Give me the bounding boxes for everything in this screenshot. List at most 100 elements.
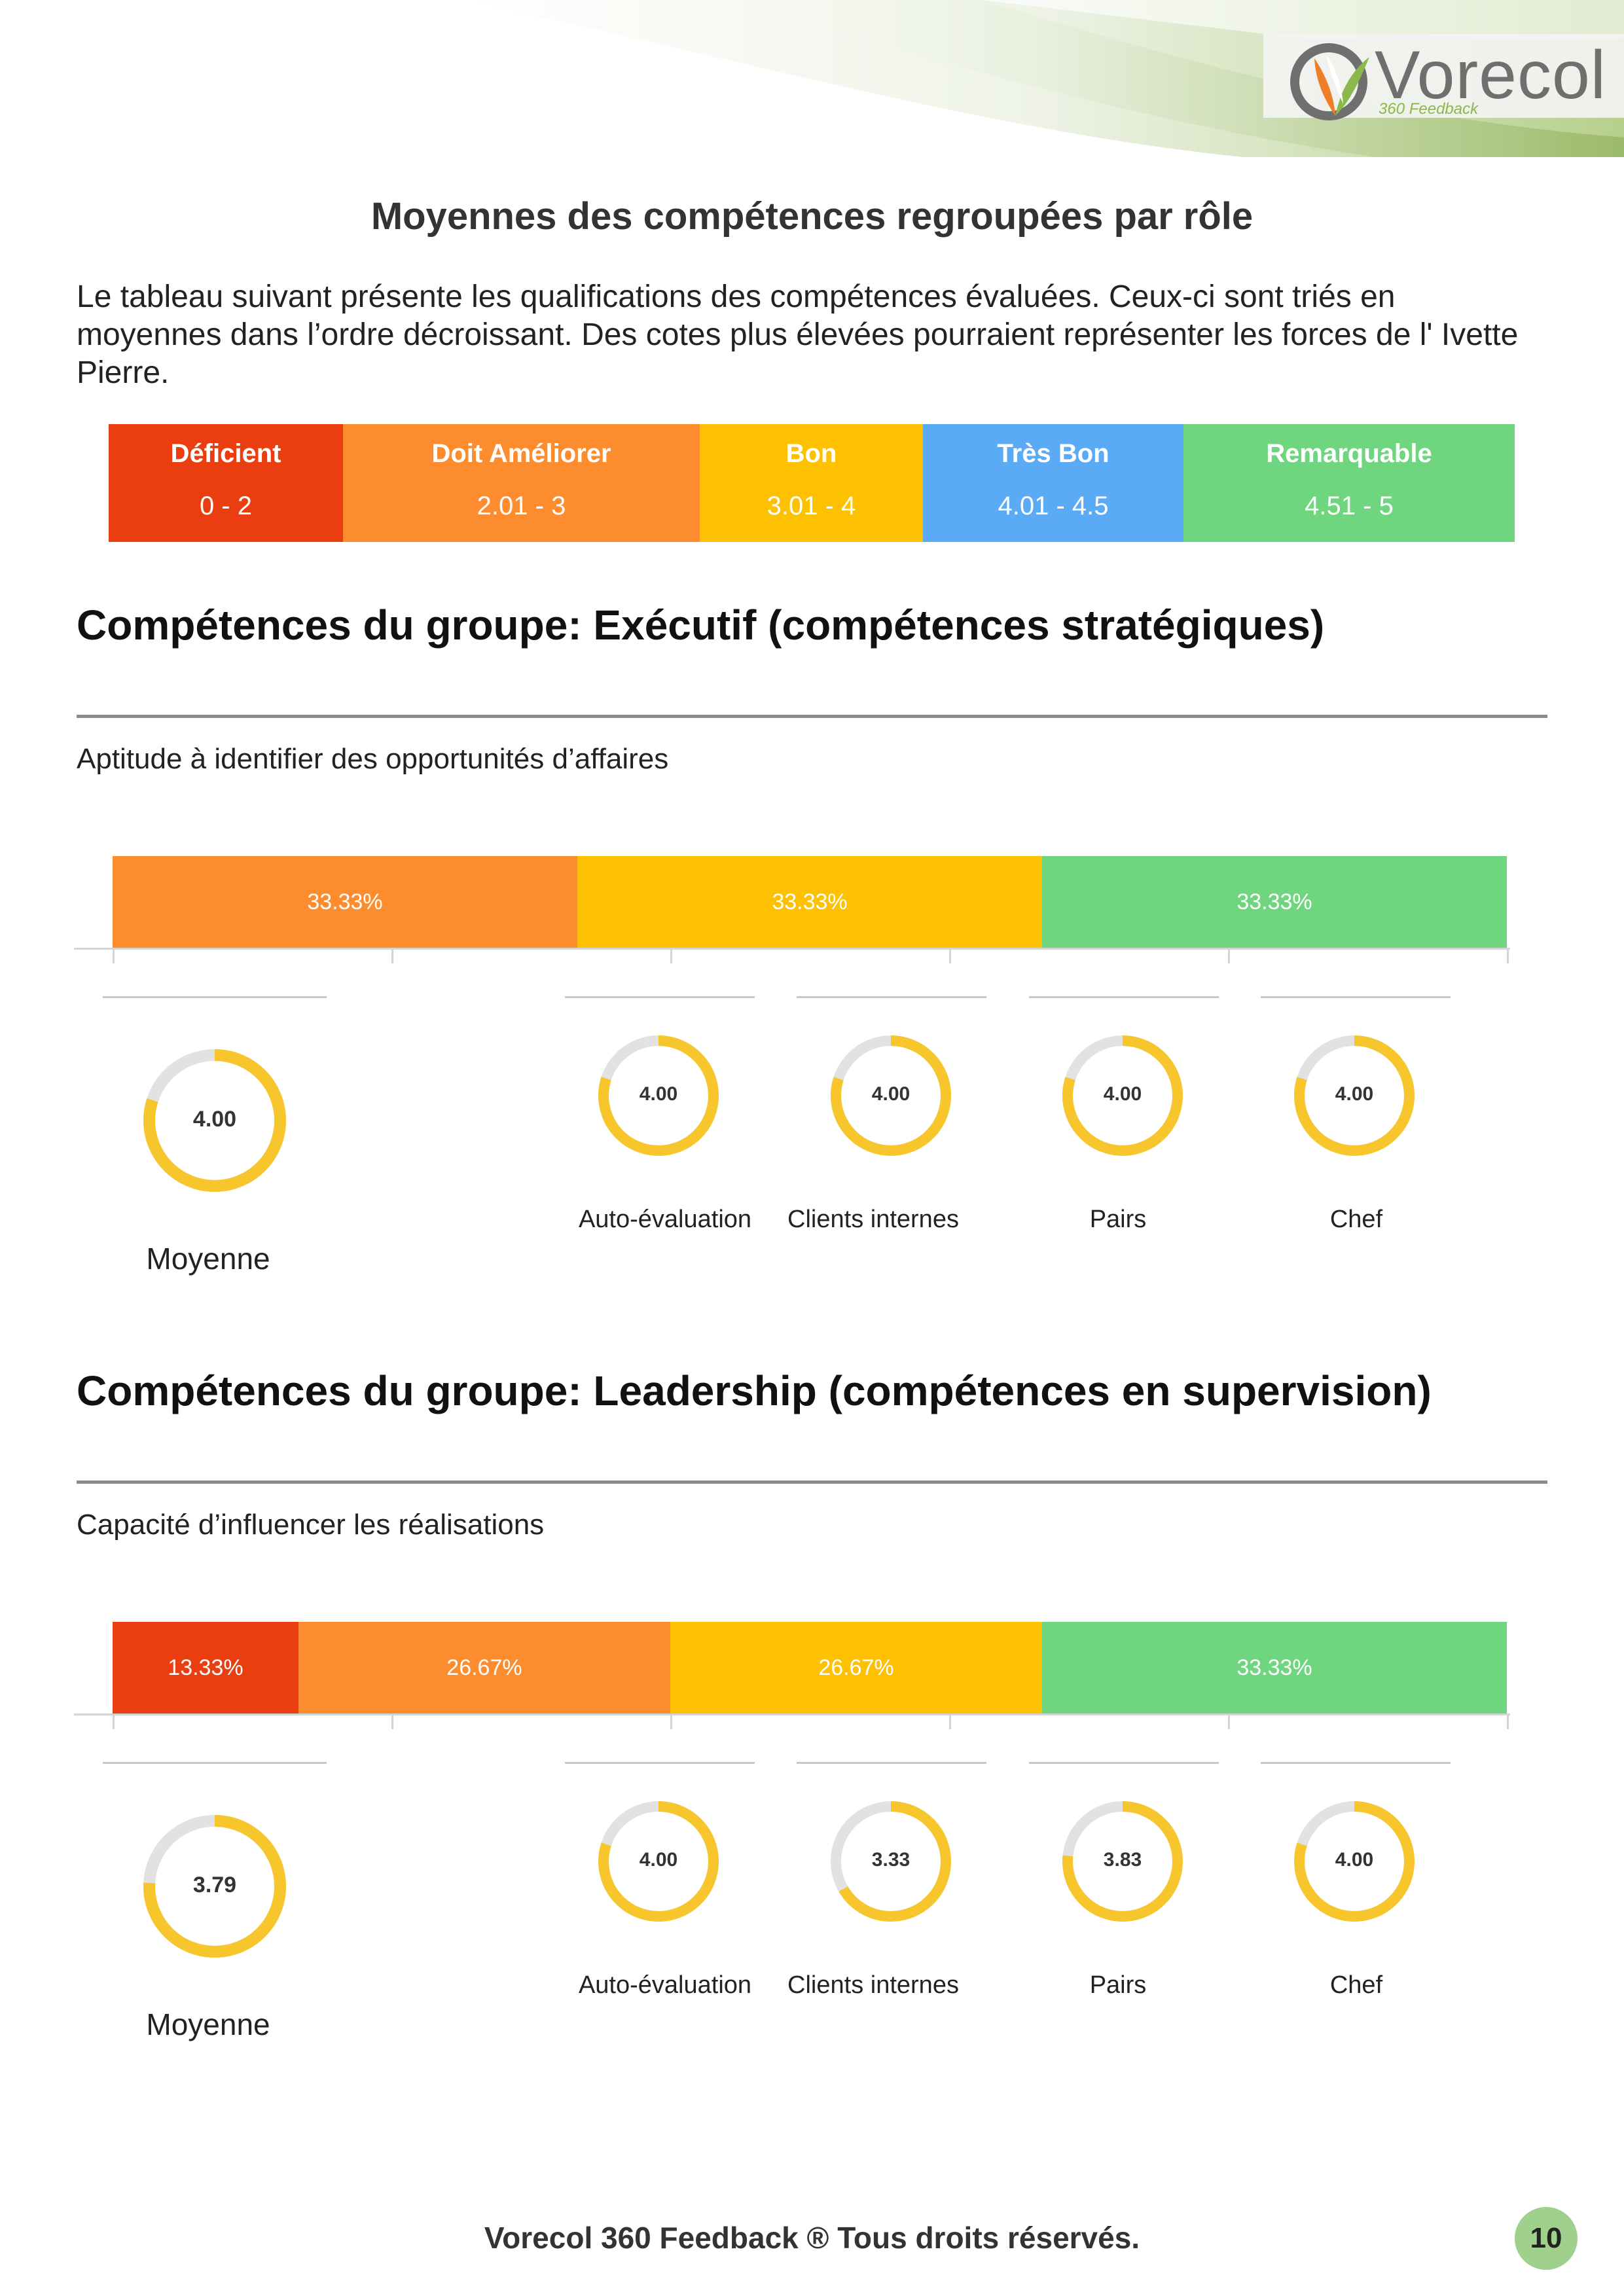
distribution-segment: 33.33%: [1042, 1622, 1507, 1713]
legend-cell: Très Bon 4.01 - 4.5: [923, 424, 1183, 542]
donut-value: 4.00: [1335, 1083, 1374, 1105]
distribution-segment: 33.33%: [577, 856, 1042, 948]
rater-label: Clients internes: [787, 1206, 959, 1233]
legend-score-range: 4.51 - 5: [1305, 492, 1394, 520]
legend-score-range: 0 - 2: [199, 492, 253, 520]
rater-label: Pairs: [1089, 1206, 1147, 1233]
donut-score-arc: [831, 1801, 951, 1922]
donut-value: 3.83: [1103, 1849, 1142, 1871]
donut-score-arc: [598, 1035, 719, 1156]
axis-tick: [1228, 949, 1230, 963]
rater-divider: [1029, 1762, 1219, 1764]
intro-paragraph: Le tableau suivant présente les qualific…: [77, 279, 1519, 390]
score-donut: 3.79: [137, 1809, 292, 1964]
score-legend-table: Déficient 0 - 2 Doit Améliorer 2.01 - 3 Bon 3…: [109, 424, 1515, 542]
legend-cell: Doit Améliorer 2.01 - 3: [343, 424, 700, 542]
rater-label: Auto-évaluation: [578, 1206, 752, 1233]
axis-tick: [113, 1715, 115, 1729]
axis-tick: [1228, 1715, 1230, 1729]
axis-tick: [1507, 1715, 1509, 1729]
donut-score-arc: [831, 1035, 951, 1156]
donut-ring: [598, 1801, 719, 1922]
donut-score-arc: [1294, 1035, 1415, 1156]
distribution-segment: 13.33%: [113, 1622, 298, 1713]
distribution-bar: 13.33% 26.67% 26.67% 33.33%: [113, 1622, 1507, 1713]
score-donut: 4.00: [593, 1796, 724, 1927]
donut-score-arc: [598, 1801, 719, 1922]
distribution-segment: 33.33%: [113, 856, 577, 948]
group-title-executif: Compétences du groupe: Exécutif (compéte…: [77, 601, 1325, 649]
page-number: 10: [1515, 2207, 1578, 2270]
legend-cell: Remarquable 4.51 - 5: [1183, 424, 1515, 542]
logo-subtitle: 360 Feedback: [1379, 100, 1479, 118]
rater-divider: [103, 1762, 327, 1764]
donut-value: 4.00: [1103, 1083, 1142, 1105]
rater-label: Chef: [1329, 1971, 1383, 1999]
axis-tick: [670, 949, 672, 963]
donut-value: 4.00: [192, 1106, 237, 1132]
legend-score-range: 4.01 - 4.5: [998, 492, 1109, 520]
legend-category-name: Doit Améliorer: [431, 439, 611, 468]
vorecol-logo: Vorecol 360 Feedback: [1288, 36, 1609, 128]
competency-name: Capacité d’influencer les réalisations: [77, 1509, 545, 1541]
legend-category-name: Déficient: [170, 439, 281, 468]
axis-tick: [391, 1715, 393, 1729]
distribution-segment: 26.67%: [298, 1622, 670, 1713]
average-label: Moyenne: [146, 1242, 270, 1276]
rater-label: Pairs: [1089, 1971, 1147, 1999]
rater-label: Clients internes: [787, 1971, 959, 1999]
rater-divider: [1029, 996, 1219, 998]
bar-axis: [74, 1713, 1510, 1715]
donut-value: 3.33: [871, 1849, 911, 1871]
donut-value: 4.00: [639, 1083, 678, 1105]
legend-category-name: Bon: [785, 439, 837, 468]
footer-copyright: Vorecol 360 Feedback ® Tous droits réser…: [484, 2221, 1140, 2255]
competency-name: Aptitude à identifier des opportunités d…: [77, 743, 669, 775]
donut-value: 4.00: [639, 1849, 678, 1871]
distribution-segment: 26.67%: [670, 1622, 1043, 1713]
distribution-bar: 33.33% 33.33% 33.33%: [113, 856, 1507, 948]
axis-tick: [391, 949, 393, 963]
score-donut: 4.00: [1057, 1030, 1188, 1161]
legend-score-range: 3.01 - 4: [767, 492, 856, 520]
donut-score-arc: [1294, 1801, 1415, 1922]
score-donut: 4.00: [825, 1030, 956, 1161]
group-divider: [77, 715, 1547, 718]
donut-ring: [1294, 1801, 1415, 1922]
rater-divider: [1261, 996, 1451, 998]
donut-ring: [143, 1049, 286, 1192]
page-title: Moyennes des compétences regroupées par …: [370, 195, 1254, 238]
logo-wordmark: Vorecol: [1375, 37, 1606, 113]
axis-tick: [670, 1715, 672, 1729]
score-donut: 4.00: [1289, 1796, 1420, 1927]
rater-divider: [797, 996, 986, 998]
distribution-segment: 33.33%: [1042, 856, 1507, 948]
legend-cell: Bon 3.01 - 4: [700, 424, 923, 542]
donut-value: 3.79: [192, 1872, 237, 1897]
score-donut: 4.00: [593, 1030, 724, 1161]
donut-ring: [598, 1035, 719, 1156]
donut-value: 4.00: [871, 1083, 911, 1105]
average-label: Moyenne: [146, 2007, 270, 2041]
donut-score-arc: [1062, 1035, 1183, 1156]
bar-axis: [74, 948, 1510, 950]
rater-divider: [1261, 1762, 1451, 1764]
rater-divider: [565, 996, 755, 998]
score-donut: 3.33: [825, 1796, 956, 1927]
axis-tick: [113, 949, 115, 963]
donut-value: 4.00: [1335, 1849, 1374, 1871]
donut-score-arc: [143, 1049, 286, 1192]
vorecol-leaf-icon: [1290, 43, 1369, 120]
donut-score-arc: [1062, 1801, 1183, 1922]
score-donut: 4.00: [137, 1043, 292, 1198]
legend-category-name: Remarquable: [1266, 439, 1432, 468]
donut-ring: [831, 1801, 951, 1922]
score-donut: 4.00: [1289, 1030, 1420, 1161]
donut-ring: [831, 1035, 951, 1156]
rater-label: Auto-évaluation: [578, 1971, 752, 1999]
legend-cell: Déficient 0 - 2: [109, 424, 343, 542]
group-title-leadership: Compétences du groupe: Leadership (compé…: [77, 1367, 1432, 1414]
donut-ring: [1062, 1801, 1183, 1922]
score-donut: 3.83: [1057, 1796, 1188, 1927]
axis-tick: [949, 949, 951, 963]
